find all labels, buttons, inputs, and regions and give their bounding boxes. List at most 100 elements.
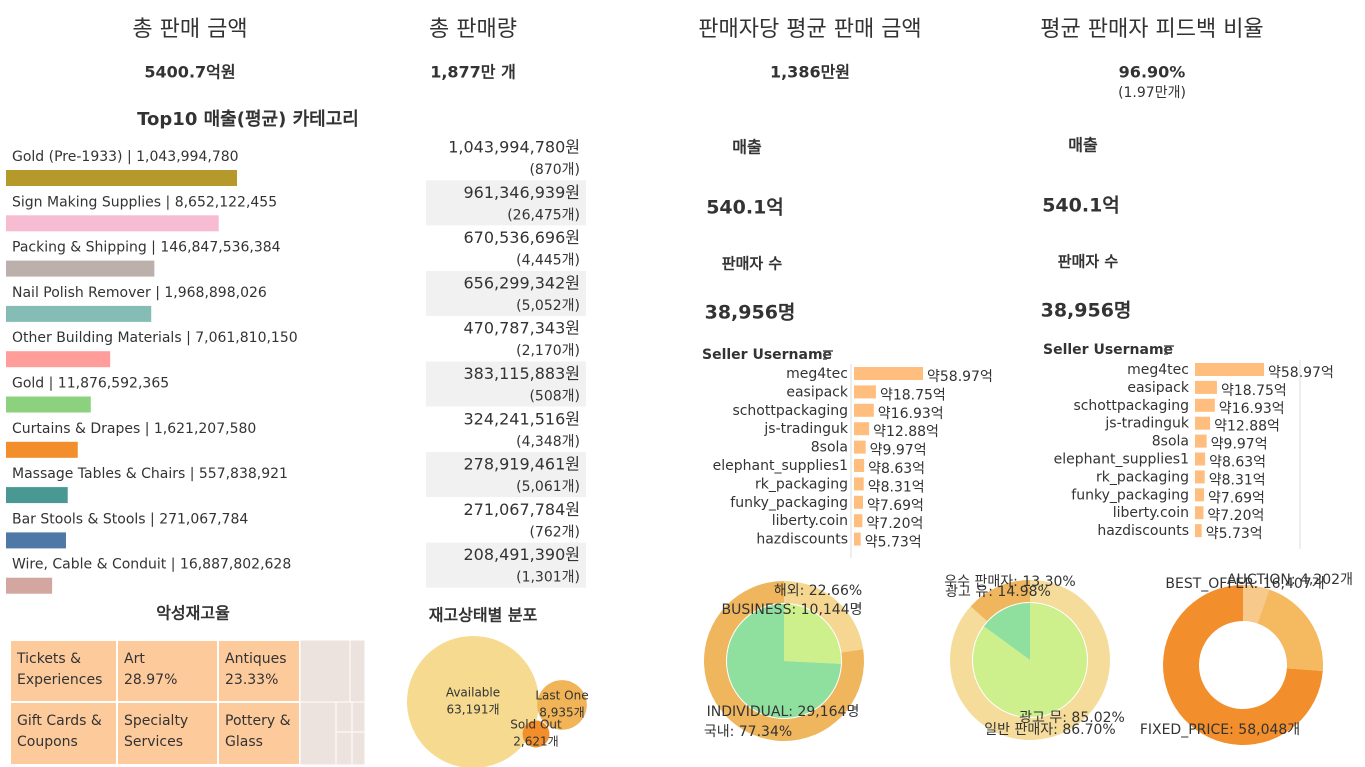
count-label: (870개) [529,162,580,178]
bar [1195,452,1206,466]
kpi-value: 1,386만원 [770,63,850,82]
pie-label: 광고 유: 14.98% [945,584,1051,600]
sort-icon [1164,345,1174,355]
chart-title: 재고상태별 분포 [429,606,538,625]
minor-tile [349,639,366,703]
minor-tile [351,701,366,733]
value-label: 약8.63억 [1209,455,1266,471]
seller-label: schottpackaging [1073,398,1189,414]
pie-label: BUSINESS: 10,144명 [722,602,863,618]
bar [854,514,863,528]
count-label: (5,052개) [516,298,580,314]
bubble-value: 63,191개 [446,703,499,717]
value-label: 약5.73억 [1206,526,1263,542]
bar [854,440,866,454]
seller-label: schottpackaging [732,403,848,419]
pie-label: 해외: 22.66% [774,583,862,599]
bar [1195,380,1217,394]
revenue-value: 540.1억 [1042,195,1120,217]
pie-slice [970,580,1030,622]
revenue-value: 540.1억 [706,197,784,219]
value-label: 324,241,516원 [463,409,580,428]
bar [1195,363,1264,376]
seller-label: 8sola [1152,434,1189,450]
bar [1195,434,1207,448]
count-label: (4,445개) [516,253,580,269]
kpi-title: 판매자당 평균 판매 금액 [698,17,921,42]
pie-label: AUCTION: 4,202개 [1227,572,1353,588]
value-label: 470,787,343원 [463,319,580,338]
pie-label: 우수 판매자: 13.30% [944,574,1075,590]
pie-slice [727,604,841,718]
treemap-tile: Pottery & Glass [218,702,300,765]
seller-label: hazdiscounts [1097,523,1189,539]
count-label: (4,348개) [516,434,580,450]
value-label: 약5.73억 [865,535,922,551]
bar [854,459,865,472]
value-label: 약12.88억 [1214,419,1280,435]
value-label: 961,346,939원 [463,183,580,202]
kpi-title: 평균 판매자 피드백 비율 [1040,17,1263,42]
bubble [407,636,539,767]
value-label: 약8.63억 [868,461,925,477]
category-label: Bar Stools & Stools | 271,067,784 [12,511,248,527]
seller-label: easipack [1127,380,1190,396]
bubble [522,720,550,748]
seller-label: liberty.coin [772,513,848,529]
category-label: Curtains & Drapes | 1,621,207,580 [12,421,256,437]
pie-slice [1257,589,1324,672]
treemap-minor-tiles [299,639,366,766]
bar [854,422,870,436]
bar [6,351,111,368]
minor-tile [335,701,353,733]
bar [6,396,91,413]
seller-label: elephant_supplies1 [713,458,848,474]
value-label: 670,536,696원 [463,228,580,247]
category-label: Gold | 11,876,592,365 [12,376,169,392]
tile-value: 23.33% [225,672,279,688]
bar [1195,398,1215,412]
seller-label: easipack [786,384,849,400]
pie-slice [1163,585,1323,745]
value-label: 1,043,994,780원 [448,138,580,157]
value-label: 약9.97억 [870,443,927,459]
seller-label: meg4tec [786,366,848,382]
minor-tile [335,731,353,766]
value-label: 약18.75억 [1221,383,1287,399]
row-band [426,452,586,498]
value-label: 약8.31억 [868,479,925,495]
seller-label: rk_packaging [1096,469,1189,485]
seller-label: funky_packaging [1071,487,1189,503]
chart-title: Top10 매출(평균) 카테고리 [137,109,359,130]
bar [6,577,53,594]
category-label: Nail Polish Remover | 1,968,898,026 [12,285,267,301]
bar [854,403,874,417]
value-label: 약8.31억 [1209,472,1266,488]
value-label: 383,115,883원 [463,364,580,383]
seller-label: hazdiscounts [756,532,848,548]
seller-label: 8sola [811,440,848,456]
bubble-label: Sold Out [510,718,562,732]
seller-label: funky_packaging [730,495,848,511]
bar [6,487,68,504]
value-label: 약7.69억 [1208,490,1265,506]
pie-slice [784,581,864,653]
pie-label: FIXED_PRICE: 58,048개 [1140,722,1300,738]
row-band [426,361,586,407]
pie-label: 일반 판매자: 86.70% [984,722,1115,738]
bar [1195,506,1204,520]
tile-value: 28.97% [124,672,178,688]
bar [1195,524,1202,538]
pie-slice [983,603,1030,660]
treemap-tile: Gift Cards & Coupons [10,702,117,765]
value-label: 약7.20억 [1207,508,1264,524]
sellers-label: 판매자 수 [1058,253,1119,271]
bubble-value: 8,935개 [539,706,584,720]
kpi-title: 총 판매량 [429,17,517,42]
bar [854,477,864,491]
row-band [426,180,586,226]
count-label: (508개) [529,389,580,405]
bar [1195,416,1211,430]
